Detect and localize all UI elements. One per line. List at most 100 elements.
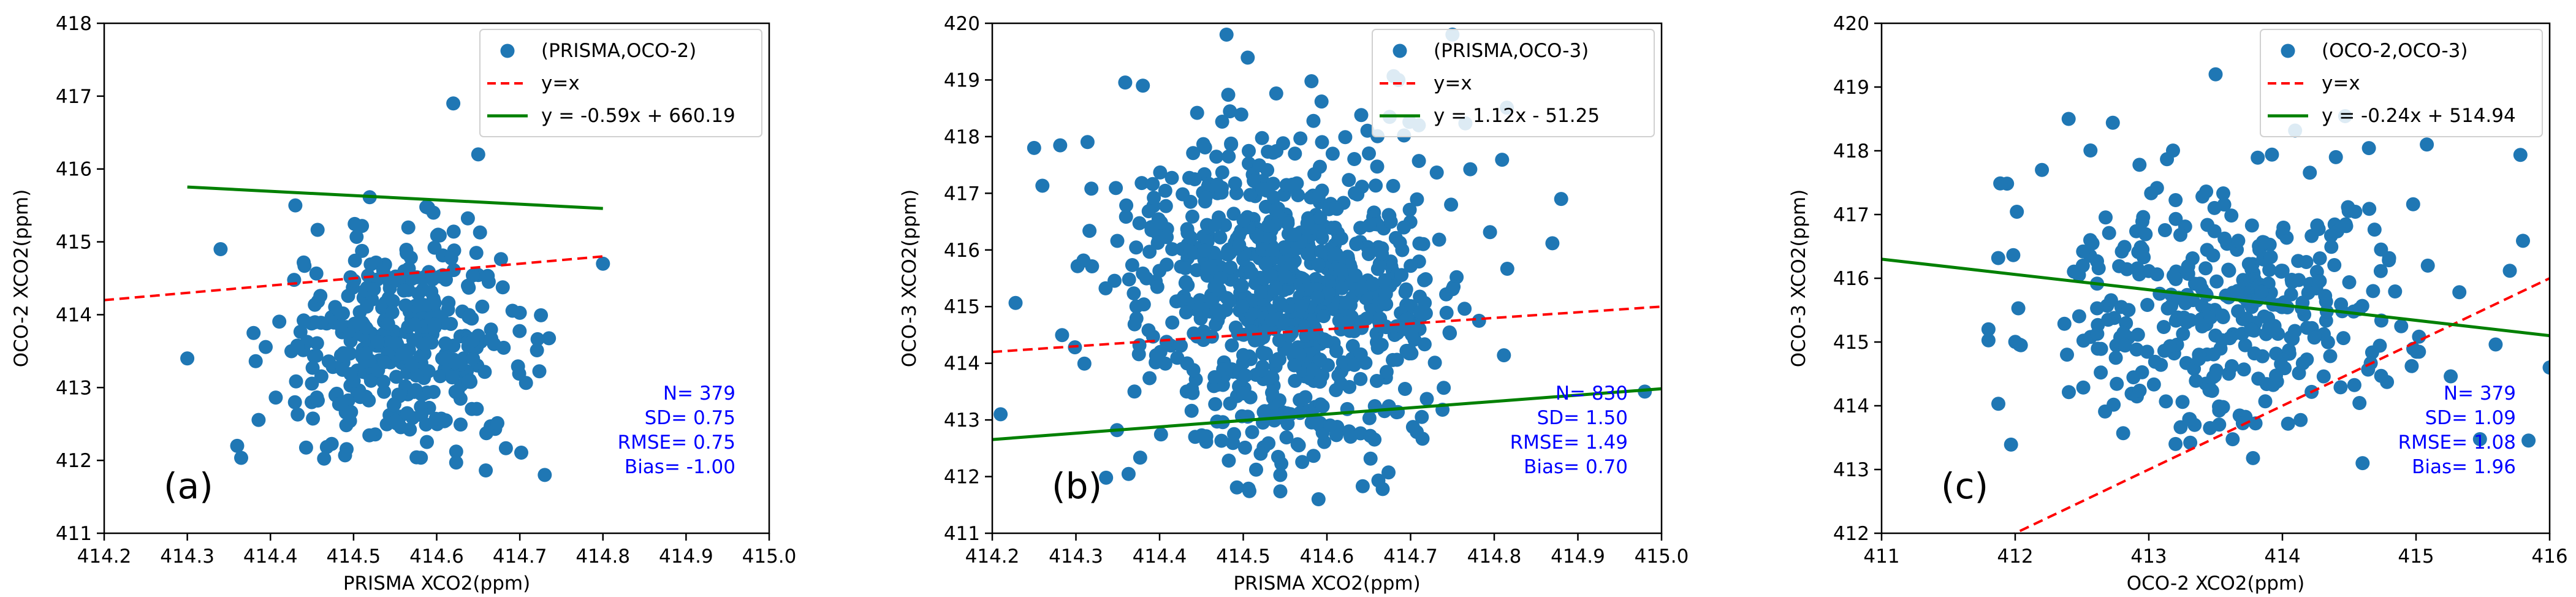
legend-entry: y = -0.24x + 514.94 bbox=[2322, 105, 2516, 127]
scatter-point bbox=[363, 373, 378, 388]
scatter-point bbox=[1379, 365, 1394, 379]
stat-line: RMSE= 1.49 bbox=[1510, 432, 1628, 454]
scatter-point bbox=[1209, 150, 1224, 164]
scatter-point bbox=[1184, 403, 1199, 418]
legend-entry: y=x bbox=[541, 72, 580, 94]
legend-marker-points bbox=[2281, 44, 2295, 58]
scatter-point bbox=[596, 256, 610, 271]
scatter-point bbox=[2231, 234, 2246, 248]
scatter-point bbox=[2035, 162, 2050, 177]
scatter-point bbox=[1306, 449, 1321, 463]
scatter-point bbox=[180, 351, 195, 366]
y-tick-label: 413 bbox=[56, 377, 92, 399]
scatter-point bbox=[1266, 177, 1280, 191]
scatter-point bbox=[1158, 199, 1173, 213]
scatter-point bbox=[1084, 181, 1099, 196]
scatter-point bbox=[1228, 176, 1242, 191]
scatter-point bbox=[1222, 454, 1236, 468]
scatter-point bbox=[1381, 465, 1396, 480]
scatter-point bbox=[348, 253, 362, 268]
scatter-point bbox=[332, 397, 346, 411]
scatter-point bbox=[2472, 432, 2487, 446]
chart-panel-3: 411 412 413 414 415 4164124134144154164174184… bbox=[1788, 13, 2568, 595]
scatter-point bbox=[1178, 261, 1193, 275]
scatter-point bbox=[2138, 227, 2153, 241]
scatter-point bbox=[1294, 299, 1309, 313]
x-tick-label: 414.9 bbox=[1551, 546, 1605, 568]
scatter-point bbox=[2121, 303, 2136, 318]
scatter-point bbox=[1495, 153, 1510, 167]
scatter-point bbox=[1413, 305, 1427, 319]
scatter-point bbox=[1339, 295, 1353, 310]
scatter-point bbox=[2062, 385, 2076, 400]
scatter-point bbox=[1369, 374, 1384, 388]
scatter-point bbox=[2166, 143, 2180, 158]
scatter-point bbox=[1208, 397, 1223, 411]
scatter-point bbox=[1304, 74, 1319, 88]
scatter-point bbox=[2281, 416, 2295, 431]
scatter-point bbox=[1292, 347, 1307, 362]
scatter-point bbox=[1273, 468, 1288, 482]
scatter-point bbox=[994, 407, 1008, 422]
scatter-point bbox=[473, 225, 487, 240]
y-axis-label: OCO-3 XCO2(ppm) bbox=[1788, 189, 1810, 368]
scatter-point bbox=[1429, 165, 1444, 180]
scatter-point bbox=[333, 348, 348, 363]
scatter-point bbox=[2199, 184, 2214, 199]
scatter-point bbox=[2285, 332, 2300, 346]
scatter-point bbox=[1213, 230, 1228, 245]
scatter-point bbox=[1218, 218, 1233, 232]
scatter-point bbox=[1306, 113, 1321, 128]
scatter-point bbox=[1315, 399, 1330, 414]
scatter-point bbox=[2175, 395, 2190, 409]
scatter-point bbox=[2316, 369, 2331, 384]
scatter-point bbox=[2129, 342, 2144, 357]
y-tick-label: 415 bbox=[1833, 332, 1869, 354]
scatter-point bbox=[1386, 352, 1400, 367]
scatter-point bbox=[385, 305, 400, 320]
scatter-point bbox=[1234, 278, 1249, 293]
scatter-point bbox=[1222, 149, 1236, 164]
scatter-point bbox=[2342, 275, 2357, 289]
scatter-point bbox=[1276, 316, 1290, 331]
scatter-point bbox=[2091, 341, 2105, 356]
scatter-point bbox=[2114, 244, 2129, 259]
stat-line: RMSE= 1.08 bbox=[2398, 432, 2516, 454]
y-tick-label: 413 bbox=[944, 409, 980, 432]
scatter-point bbox=[2265, 147, 2279, 162]
scatter-point bbox=[1333, 262, 1348, 276]
scatter-point bbox=[1279, 430, 1294, 445]
scatter-point bbox=[2217, 197, 2232, 212]
scatter-point bbox=[477, 365, 492, 379]
scatter-point bbox=[438, 336, 453, 351]
scatter-point bbox=[1328, 220, 1342, 235]
scatter-point bbox=[419, 200, 434, 215]
scatter-point bbox=[1223, 104, 1237, 119]
scatter-point bbox=[1313, 211, 1328, 225]
scatter-point bbox=[2251, 150, 2265, 165]
scatter-point bbox=[1329, 202, 1344, 216]
scatter-series bbox=[180, 96, 610, 482]
scatter-point bbox=[1335, 281, 1349, 295]
scatter-point bbox=[2382, 251, 2396, 265]
scatter-point bbox=[1237, 440, 1252, 455]
scatter-point bbox=[1993, 176, 2008, 191]
scatter-point bbox=[2202, 383, 2217, 398]
scatter-point bbox=[1311, 257, 1326, 272]
scatter-point bbox=[2293, 413, 2308, 427]
scatter-point bbox=[333, 318, 348, 333]
scatter-point bbox=[272, 314, 287, 329]
scatter-point bbox=[1132, 216, 1147, 230]
scatter-point bbox=[1243, 188, 1258, 202]
scatter-point bbox=[1174, 338, 1188, 353]
scatter-point bbox=[1991, 251, 2005, 265]
scatter-point bbox=[1236, 348, 1250, 362]
scatter-point bbox=[2061, 112, 2076, 126]
y-tick-label: 419 bbox=[1833, 77, 1869, 99]
y-tick-label: 418 bbox=[1833, 140, 1869, 162]
scatter-point bbox=[1236, 213, 1251, 228]
scatter-point bbox=[2135, 365, 2149, 379]
scatter-point bbox=[2168, 436, 2183, 451]
scatter-point bbox=[2254, 284, 2269, 299]
scatter-point bbox=[2373, 338, 2387, 353]
